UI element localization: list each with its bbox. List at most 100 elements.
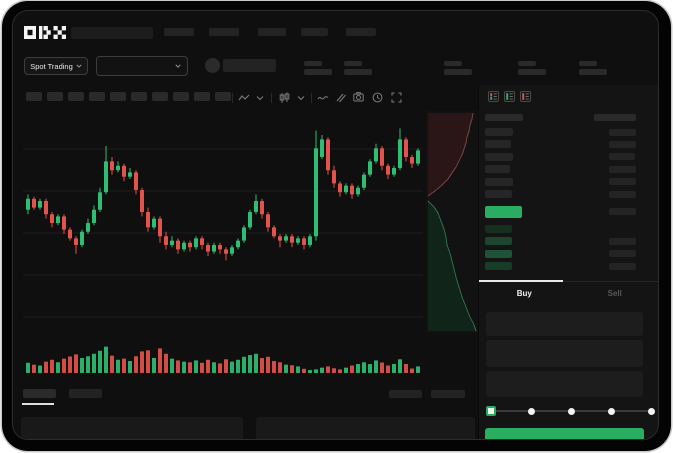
candlestick-style-icon[interactable] [279,92,290,104]
volume-bar [380,362,384,373]
buy-submit-button[interactable] [485,428,644,439]
volume-bar [392,364,396,373]
total-input[interactable] [486,371,643,397]
chevron-down-icon[interactable] [256,95,264,101]
volume-bar [164,353,168,373]
timeframe-button-placeholder[interactable] [89,92,105,101]
candle-body [44,201,48,215]
volume-bar [272,361,276,373]
fullscreen-icon[interactable] [391,92,402,103]
orderbook-ask-row-price[interactable] [485,128,513,136]
orderbook-ask-row-price[interactable] [485,152,513,161]
indicator-zigzag-icon[interactable] [238,93,250,103]
draw-pencil-icon[interactable] [335,92,346,103]
orderbook-ask-row-amount[interactable] [609,140,636,148]
candle-body [26,198,30,210]
orderbook-mode-both-icon[interactable] [488,91,499,102]
pair-dropdown[interactable] [96,56,188,76]
app-window: Spot Trading [12,10,659,440]
timeframe-button-placeholder[interactable] [47,92,63,101]
candle-body [248,212,252,228]
bottom-action-placeholder[interactable] [431,390,465,398]
orderbook-ask-row-price[interactable] [485,140,511,149]
candle-body [224,249,228,254]
bottom-tab-placeholder[interactable] [69,389,102,398]
chevron-down-icon[interactable] [297,95,305,101]
market-type-label: Spot Trading [30,61,73,71]
orderbook-ask-row-price[interactable] [485,177,513,186]
timeframe-button-placeholder[interactable] [173,92,189,101]
volume-bar [152,358,156,373]
slider-stop[interactable] [647,407,655,415]
nav-item-placeholder[interactable] [301,28,328,36]
timeframe-button-placeholder[interactable] [131,92,147,101]
tab-sell[interactable]: Sell [570,282,659,305]
candle-body [164,236,168,245]
timeframe-button-placeholder[interactable] [215,92,231,101]
orderbook-bid-row-price[interactable] [485,225,512,233]
orderbook-ask-row-price[interactable] [485,165,510,174]
orderbook-ask-row-amount[interactable] [609,165,636,173]
panel-divider [478,85,479,439]
bottom-active-tab-underline [22,403,54,405]
candle-body [38,201,42,208]
candle-body [212,245,216,252]
slider-handle[interactable] [486,406,496,416]
candle-body [200,238,204,245]
candle-body [140,190,144,212]
volume-bar [242,356,246,373]
orderbook-mode-asks-icon[interactable] [520,91,531,102]
volume-bar [278,362,282,373]
stat-value-placeholder [344,69,372,75]
candlestick-chart[interactable] [23,109,423,377]
nav-item-placeholder[interactable] [209,28,239,36]
orderbook-ask-row-amount[interactable] [609,190,636,198]
orderbook-bid-row-price[interactable] [485,262,512,271]
orderbook-ask-row-price[interactable] [485,190,512,198]
orderbook-bid-row-amount[interactable] [609,237,636,245]
timeframe-button-placeholder[interactable] [110,92,126,101]
slider-stop[interactable] [567,407,575,415]
camera-snapshot-icon[interactable] [353,92,364,102]
candle-body [230,247,234,254]
orderbook-bid-row-price[interactable] [485,237,512,246]
nav-item-placeholder[interactable] [258,28,286,36]
candle-body [350,185,354,195]
slider-stop[interactable] [527,407,535,415]
timeframe-button-placeholder[interactable] [194,92,210,101]
market-type-selector[interactable]: Spot Trading [24,57,88,75]
candle-body [398,139,402,168]
bottom-action-placeholder[interactable] [389,390,422,398]
volume-bar [356,364,360,373]
slider-stop[interactable] [607,407,615,415]
orderbook-ask-row-amount[interactable] [609,178,636,186]
bottom-tab-placeholder[interactable] [23,389,56,398]
volume-bar [248,355,252,373]
toolbar-divider [271,93,272,103]
volume-bar [44,361,48,373]
tab-buy[interactable]: Buy [479,282,570,305]
nav-item-placeholder[interactable] [164,28,194,36]
nav-item-placeholder[interactable] [346,28,376,36]
volume-bar [236,359,240,373]
orderbook-bid-row-price[interactable] [485,249,512,258]
logo-adjacent-placeholder [71,27,153,39]
orderbook-ask-row-amount[interactable] [609,128,636,136]
volume-bar [134,356,138,373]
clock-settings-icon[interactable] [372,92,383,103]
timeframe-button-placeholder[interactable] [26,92,42,101]
timeframe-button-placeholder[interactable] [68,92,84,101]
timeframe-button-placeholder[interactable] [152,92,168,101]
orderbook-bid-row-amount[interactable] [609,262,636,270]
volume-bar [410,368,414,373]
candle-body [104,161,108,193]
volume-bar [230,361,234,373]
orderbook-last-price[interactable] [485,206,522,218]
amount-input[interactable] [486,340,643,367]
orderbook-bid-row-amount[interactable] [609,250,636,258]
orderbook-ask-row-amount[interactable] [609,153,635,161]
orderbook-mode-bids-icon[interactable] [504,91,515,102]
line-chart-icon[interactable] [317,94,329,102]
candle-body [254,201,258,212]
price-input[interactable] [486,312,643,336]
